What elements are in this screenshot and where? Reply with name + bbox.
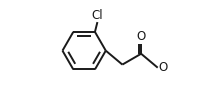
Text: O: O (158, 61, 168, 74)
Text: Cl: Cl (91, 9, 103, 22)
Text: O: O (137, 30, 146, 43)
